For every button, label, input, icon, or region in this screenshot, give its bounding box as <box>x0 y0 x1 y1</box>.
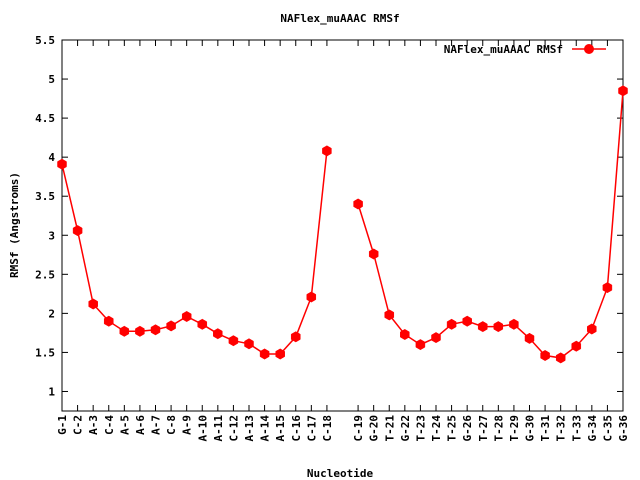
x-tick-label: G-22 <box>399 415 412 442</box>
x-tick-label: T-27 <box>477 415 490 442</box>
legend: NAFlex_muAAAC RMSf <box>444 43 606 56</box>
x-tick-label: C-35 <box>601 415 614 442</box>
x-tick-label: C-12 <box>227 415 240 442</box>
y-tick-label: 2 <box>48 307 55 320</box>
data-point-marker <box>322 145 332 157</box>
x-tick-label: T-21 <box>383 415 396 442</box>
y-tick-label: 1 <box>48 385 55 398</box>
x-tick-label: C-17 <box>305 415 318 442</box>
legend-label: NAFlex_muAAAC RMSf <box>444 43 563 56</box>
data-point-marker <box>119 325 130 337</box>
data-point-marker <box>540 350 550 361</box>
data-point-marker <box>446 318 457 330</box>
data-point-marker <box>384 309 395 321</box>
data-point-marker <box>275 348 285 360</box>
data-point-marker <box>135 325 145 337</box>
x-tick-label: T-32 <box>555 415 568 442</box>
data-point-marker <box>415 339 426 351</box>
x-tick-label: A-14 <box>259 415 272 442</box>
x-tick-label: G-26 <box>461 415 474 442</box>
x-tick-label: G-1 <box>56 415 69 435</box>
x-tick-label: A-7 <box>150 415 163 435</box>
y-tick-label: 1.5 <box>35 346 55 359</box>
x-tick-label: A-5 <box>118 415 131 435</box>
data-point-marker <box>524 332 535 344</box>
x-tick-label: T-31 <box>539 415 552 442</box>
data-point-marker <box>259 348 270 360</box>
x-tick-label: C-4 <box>103 415 116 435</box>
data-point-marker <box>431 332 441 344</box>
data-point-marker <box>72 225 83 237</box>
data-point-marker <box>587 323 597 335</box>
series-line-segment <box>357 90 624 359</box>
data-point-marker <box>88 298 98 310</box>
x-tick-label: C-2 <box>72 415 85 435</box>
x-tick-label: G-20 <box>368 415 381 442</box>
data-point-marker <box>493 321 504 333</box>
x-tick-label: A-13 <box>243 415 256 442</box>
x-tick-label: C-18 <box>321 415 334 442</box>
data-point-marker <box>290 331 301 343</box>
data-point-marker <box>555 352 566 364</box>
x-tick-label: C-16 <box>290 415 303 442</box>
series-line-segment <box>61 150 328 355</box>
data-point-marker <box>400 329 410 340</box>
y-tick-label: 2.5 <box>35 268 55 281</box>
data-point-marker <box>197 318 208 330</box>
y-tick-label: 3 <box>48 229 55 242</box>
legend-marker <box>584 44 594 54</box>
data-point-marker <box>462 315 472 327</box>
x-tick-label: A-9 <box>181 415 194 435</box>
chart-title: NAFlex_muAAAC RMSf <box>280 12 399 25</box>
data-point-marker <box>228 335 239 347</box>
data-point-marker <box>509 318 519 330</box>
y-axis-label: RMSf (Angstroms) <box>8 172 21 278</box>
data-point-marker <box>571 340 582 352</box>
x-tick-label: C-19 <box>352 415 365 442</box>
x-tick-label: A-3 <box>87 415 100 435</box>
x-tick-label: A-10 <box>196 415 209 442</box>
y-axis: 1 1.5 2 2.5 3 3.5 4 4.5 5 5.5 <box>35 34 623 398</box>
y-tick-label: 3.5 <box>35 190 55 203</box>
x-tick-label: T-23 <box>414 415 427 442</box>
plot-frame <box>61 39 624 412</box>
data-point-marker <box>213 328 223 340</box>
data-point-marker <box>353 198 363 210</box>
data-point-marker <box>103 315 114 327</box>
x-tick-label: T-28 <box>492 415 505 442</box>
data-point-marker <box>477 321 488 333</box>
x-axis-label: Nucleotide <box>307 467 374 480</box>
data-point-marker <box>602 282 613 294</box>
data-point-marker <box>618 85 628 97</box>
x-tick-label: T-29 <box>508 415 521 442</box>
x-tick-label: A-6 <box>134 415 147 435</box>
x-axis: G-1 C-2 A-3 C-4 A-5 A-6 A-7 C-8 A-9 A-10 A-11 C-12 A… <box>56 40 630 442</box>
y-tick-label: 4.5 <box>35 112 55 125</box>
data-point-marker <box>306 291 317 303</box>
y-tick-label: 5.5 <box>35 34 55 47</box>
x-tick-label: T-25 <box>446 415 459 442</box>
x-tick-label: C-8 <box>165 415 178 435</box>
series-layer <box>57 85 628 364</box>
data-point-marker <box>57 158 67 170</box>
x-tick-label: A-11 <box>212 415 225 442</box>
data-point-marker <box>150 324 161 336</box>
x-tick-label: A-15 <box>274 415 287 442</box>
data-point-marker <box>368 248 379 260</box>
y-tick-label: 4 <box>48 151 55 164</box>
data-point-marker <box>166 320 176 332</box>
x-tick-label: T-24 <box>430 415 443 442</box>
y-tick-label: 5 <box>48 73 55 86</box>
x-tick-label: G-30 <box>524 415 537 442</box>
x-tick-label: G-34 <box>586 415 599 442</box>
x-tick-label: G-36 <box>617 415 630 442</box>
data-point-marker <box>244 338 254 350</box>
x-tick-label: T-33 <box>570 415 583 442</box>
data-point-marker <box>181 311 192 322</box>
